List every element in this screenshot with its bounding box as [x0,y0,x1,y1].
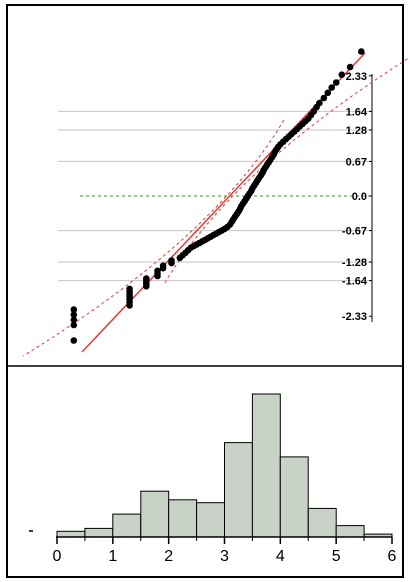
data-point [70,306,78,313]
x-tick-label: 1 [108,548,117,565]
histogram-bar [335,525,365,538]
x-tick-label: 3 [220,548,229,565]
data-point [328,84,336,91]
quantile-tick-label: 1.28 [346,125,367,137]
histogram-bar [307,507,337,538]
histogram-bar [84,527,114,538]
x-tick-label: 4 [276,548,285,565]
histogram-bar [112,513,142,538]
data-point [159,262,167,270]
x-tick-label: 6 [388,548,397,565]
x-tick-label: 0 [53,548,62,565]
data-point [70,316,78,324]
data-point [358,48,365,55]
data-point [338,71,346,78]
data-point [332,79,340,86]
histogram-bar [196,502,226,538]
quantile-tick-label: 0.67 [346,156,367,168]
confidence-band-lower [22,119,285,357]
quantile-tick-label: -1.64 [342,276,368,288]
x-tick-label: 2 [164,548,173,565]
data-point [168,257,175,264]
data-point [126,285,133,293]
confidence-band-upper [163,56,410,285]
data-point [320,94,328,102]
data-point [324,89,332,97]
data-point [316,99,323,107]
chart-frame [6,4,404,578]
histogram-bar [168,499,198,538]
quantile-tick-label: -1.28 [342,257,367,269]
data-point [154,267,161,275]
quantile-tick-label: 1.64 [346,106,368,118]
histogram-bar [140,490,170,538]
quantile-tick-label: -2.33 [342,311,367,323]
x-tick-label: 5 [332,548,341,565]
quantile-tick-label: 0.0 [352,191,367,203]
histogram-bar [279,456,309,538]
quantile-tick-label: -0.67 [342,226,367,238]
histogram-bar [251,393,281,538]
data-point [70,311,78,319]
quantile-tick-label: 2.33 [346,71,367,83]
data-point [143,275,150,282]
histogram-bar [56,530,86,538]
data-point [346,63,354,71]
data-point [70,321,78,329]
histogram-bar [224,442,253,538]
data-point [70,337,78,344]
